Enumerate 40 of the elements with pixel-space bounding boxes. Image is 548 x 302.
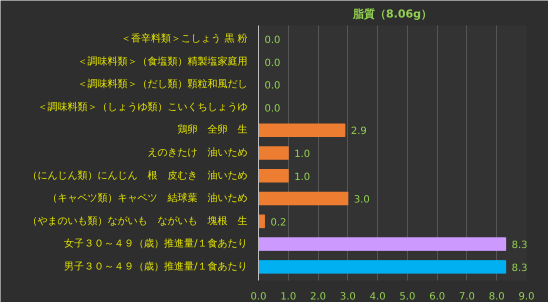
y-tick-label: ＜調味料類＞（だし類）顆粒和風だし (78, 78, 248, 90)
y-tick-label: 鶏卵 全卵 生 (178, 124, 248, 136)
data-label: 8.3 (512, 262, 528, 274)
data-label: 0.2 (270, 217, 286, 228)
data-label: 1.0 (294, 149, 310, 160)
x-tick-label: 6.0 (429, 292, 446, 302)
y-tick-label: ＜調味料類＞（しょうゆ類）こいくちしょうゆ (38, 100, 248, 113)
y-tick-label: 男子３０～４９（歳）推進量/１食あたり (64, 260, 248, 272)
chart-title: 脂質（8.06g） (352, 8, 432, 20)
x-tick-label: 8.0 (488, 292, 505, 302)
x-tick-label: 2.0 (310, 292, 326, 302)
bar (258, 192, 348, 206)
data-label: 1.0 (294, 172, 310, 183)
data-label: 0.0 (264, 35, 280, 46)
data-label: 3.0 (354, 194, 370, 206)
y-tick-label: ＜調味料類＞（食塩類）精製塩家庭用 (78, 55, 248, 68)
bar (258, 237, 506, 251)
data-label: 0.0 (264, 58, 280, 69)
bar (258, 214, 265, 228)
y-tick-label: （キャベツ類）キャベツ 結球葉 油いため (48, 192, 248, 204)
y-tick-label: （にんじん類）にんじん 根 皮むき 油いため (28, 169, 248, 182)
data-label: 0.0 (264, 80, 280, 92)
x-tick-label: 9.0 (518, 292, 534, 302)
y-tick-label: （やまのいも類）ながいも ながいも 塊根 生 (28, 214, 248, 227)
y-tick-label: 女子３０～４９（歳）推進量/１食あたり (64, 238, 248, 250)
data-label: 8.3 (512, 240, 528, 252)
y-tick-label: えのきたけ 油いため (148, 146, 248, 158)
data-label: 2.9 (350, 126, 367, 138)
y-tick-label: ＜香辛料類＞こしょう 黒 粉 (121, 32, 248, 45)
x-tick-label: 1.0 (280, 292, 296, 302)
x-tick-label: 4.0 (370, 292, 386, 302)
data-label: 0.0 (264, 103, 280, 114)
x-tick-label: 0.0 (250, 292, 266, 302)
bar (258, 260, 506, 274)
bar (258, 123, 346, 137)
x-tick-label: 5.0 (399, 292, 416, 302)
bar (258, 146, 289, 160)
x-tick-label: 3.0 (340, 292, 356, 302)
x-tick-label: 7.0 (458, 292, 475, 302)
bar (258, 169, 289, 183)
